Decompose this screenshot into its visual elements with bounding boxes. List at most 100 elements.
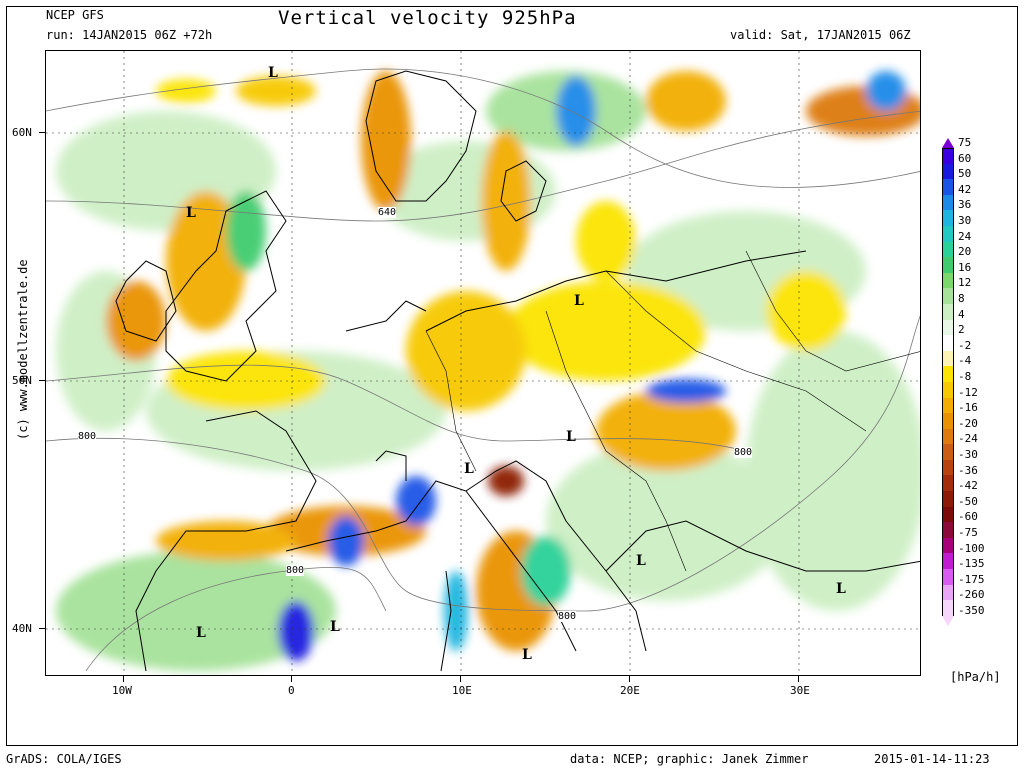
color-scale-label: 30	[958, 214, 972, 227]
low-marker: L	[636, 553, 646, 569]
color-scale-segment	[942, 303, 954, 320]
lat-tick	[39, 628, 45, 629]
color-scale-label: -30	[958, 448, 978, 461]
color-scale-label: 2	[958, 323, 965, 337]
color-scale-label: 60	[958, 151, 972, 165]
color-scale-label: -100	[958, 541, 985, 555]
color-scale-label: -75	[958, 526, 978, 539]
lon-tick	[291, 676, 292, 682]
color-scale-label: -20	[958, 416, 978, 430]
credit-label: (c) www.modellzentrale.de	[16, 259, 30, 440]
color-scale-segment	[942, 428, 954, 445]
low-marker: L	[464, 461, 474, 477]
velocity-map: 640 800 800 800 800 L L L L L L L L L L	[45, 50, 921, 676]
color-scale-label: -24	[958, 432, 978, 446]
color-scale-label: -8	[958, 370, 972, 383]
color-scale-label: -60	[958, 510, 978, 524]
color-scale-arrow-top	[942, 138, 954, 148]
low-marker: L	[836, 581, 846, 597]
lat-label-60n: 60N	[12, 126, 32, 139]
color-scale-segment	[942, 288, 954, 304]
color-scale-label: -50	[958, 494, 978, 508]
color-scale-arrow-bottom	[942, 615, 954, 626]
color-scale-label: -36	[958, 463, 978, 477]
color-scale-segment	[942, 413, 954, 429]
lon-label-0: 0	[288, 684, 295, 697]
model-label: NCEP GFS	[46, 8, 104, 22]
color-scale-label: 16	[958, 260, 972, 274]
lat-label-40n: 40N	[12, 622, 32, 635]
color-scale-segment	[942, 553, 954, 570]
plot-frame	[6, 6, 1018, 746]
contour-label-800-west: 800	[78, 431, 97, 442]
color-scale-label: -2	[958, 338, 972, 352]
footer-timestamp: 2015-01-14-11:23	[874, 752, 990, 766]
run-label: run: 14JAN2015 06Z +72h	[46, 28, 213, 42]
color-scale-label: -175	[958, 572, 985, 586]
color-scale-label: 20	[958, 245, 972, 259]
color-scale-label: 24	[958, 229, 972, 243]
map-graphic	[46, 51, 920, 675]
color-scale-label: -4	[958, 354, 972, 368]
contour-label-800-east: 800	[734, 447, 753, 458]
color-scale-segment	[942, 600, 954, 616]
footer-data-credit: data: NCEP; graphic: Janek Zimmer	[570, 752, 809, 766]
color-scale-segment	[942, 148, 954, 164]
color-scale-segment	[942, 459, 954, 476]
color-scale-segment	[942, 163, 954, 180]
color-scale-segment	[942, 350, 954, 367]
lon-tick	[798, 676, 799, 682]
color-scale-segment	[942, 366, 954, 382]
low-marker: L	[268, 65, 278, 81]
color-scale-label: 42	[958, 182, 972, 196]
color-scale-segment	[942, 569, 954, 585]
color-scale-label: -42	[958, 479, 978, 493]
color-scale-segment	[942, 179, 954, 195]
lon-tick	[629, 676, 630, 682]
color-scale-label: 12	[958, 276, 972, 290]
color-scale-label: 8	[958, 292, 965, 305]
color-scale-segment	[942, 319, 954, 336]
color-scale-label: 4	[958, 307, 965, 321]
color-scale-label: 50	[958, 167, 972, 181]
lon-tick	[460, 676, 461, 682]
lat-tick	[39, 380, 45, 381]
lon-tick	[123, 676, 124, 682]
lat-label-50n: 50N	[12, 374, 32, 387]
color-scale-segment	[942, 444, 954, 460]
color-scale-bar	[942, 138, 954, 626]
lon-label-10w: 10W	[112, 684, 132, 697]
color-scale-segment	[942, 584, 954, 601]
low-marker: L	[186, 205, 196, 221]
contour-label-800-south: 800	[558, 611, 577, 622]
color-scale-segment	[942, 241, 954, 258]
footer-grads: GrADS: COLA/IGES	[6, 752, 122, 766]
low-marker: L	[196, 625, 206, 641]
color-scale-label: -16	[958, 401, 978, 415]
color-scale-label: 36	[958, 198, 972, 212]
low-marker: L	[566, 429, 576, 445]
low-marker: L	[330, 619, 340, 635]
color-scale-segment	[942, 475, 954, 492]
color-scale-segment	[942, 194, 954, 211]
lon-label-30e: 30E	[790, 684, 810, 697]
color-scale-segment	[942, 397, 954, 414]
color-scale-segment	[942, 537, 954, 554]
color-scale-label: 75	[958, 136, 972, 149]
color-scale-segment	[942, 491, 954, 507]
color-scale-label: -135	[958, 557, 985, 571]
color-scale-label: -350	[958, 604, 985, 617]
valid-time-label: valid: Sat, 17JAN2015 06Z	[730, 28, 911, 42]
contour-label-640: 640	[378, 207, 397, 218]
color-scale-segment	[942, 225, 954, 242]
color-scale-label: -12	[958, 385, 978, 399]
lon-label-10e: 10E	[452, 684, 472, 697]
units-label: [hPa/h]	[950, 670, 1001, 684]
color-scale-segment	[942, 381, 954, 398]
lon-label-20e: 20E	[620, 684, 640, 697]
color-scale-segment	[942, 257, 954, 273]
color-scale-segment	[942, 522, 954, 538]
color-scale-segment	[942, 335, 954, 351]
lat-tick	[39, 132, 45, 133]
color-scale-label: -260	[958, 588, 985, 602]
